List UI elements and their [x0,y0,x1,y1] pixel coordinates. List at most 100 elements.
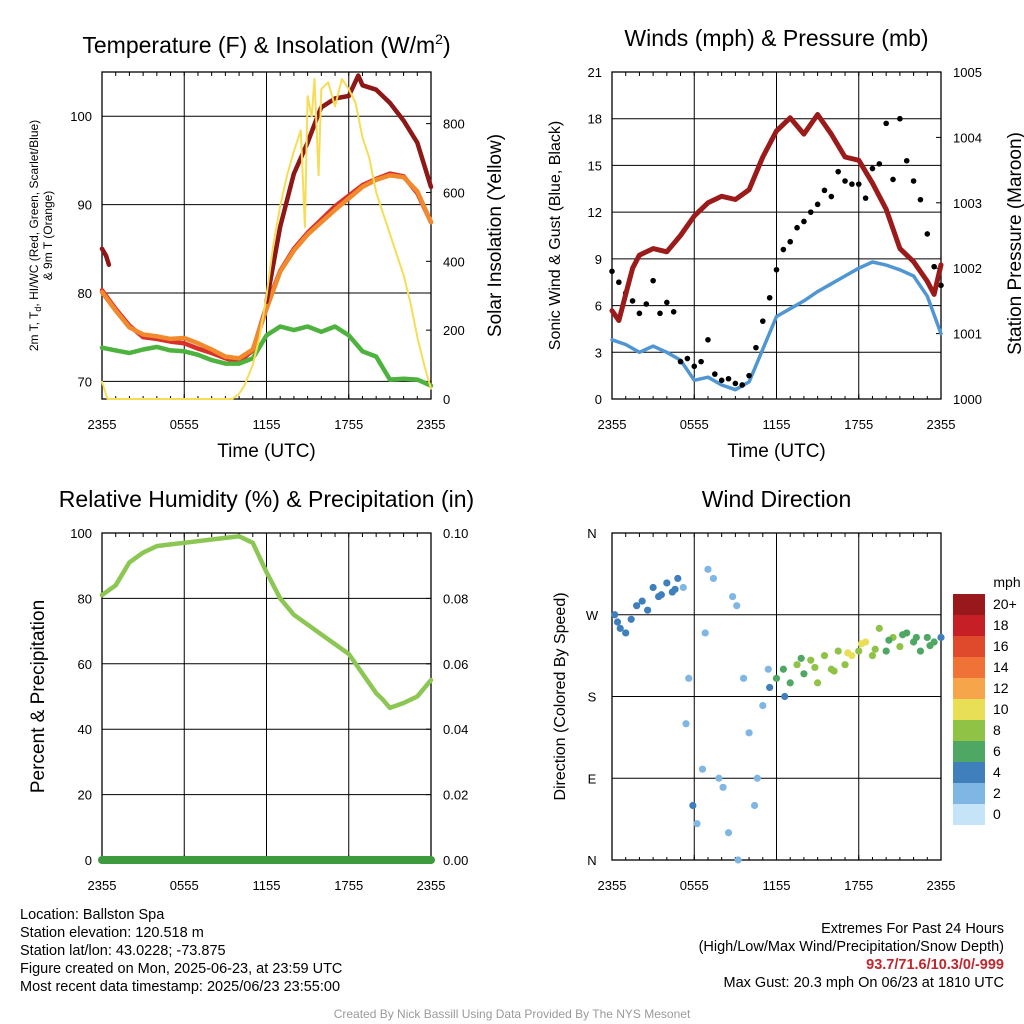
direction-legend-label: 14 [993,659,1009,675]
temperature-series-insolation [101,77,432,400]
direction-y-tick-label: N [587,526,596,541]
winds-gust-point [691,363,698,370]
direction-legend-swatch [953,783,985,804]
temperature-y2-tick-label: 400 [443,254,465,269]
direction-direction-point [704,565,712,573]
temperature-series-heat_index [264,73,434,305]
direction-legend-label: 18 [993,617,1009,633]
direction-legend-swatch [953,804,985,825]
extremes-title: Extremes For Past 24 Hours [821,921,1004,937]
winds-y-tick-label: 12 [588,205,602,220]
direction-direction-point [734,856,742,864]
winds-gust-point [773,266,780,273]
direction-direction-point [811,663,819,672]
winds-gust-point [938,282,944,289]
direction-direction-point [724,829,733,837]
direction-direction-point [638,597,646,605]
winds-gust-point [842,178,848,184]
direction-y-axis-label: Direction (Colored By Speed) [552,592,569,800]
winds-gust-point [732,380,739,387]
direction-direction-point [709,574,718,583]
direction-direction-point [671,585,679,593]
location-text: Location: Ballston Spa [20,907,165,923]
humidity-y-tick-label: 100 [70,526,92,541]
winds-gust-point [609,268,615,275]
direction-direction-point [912,633,920,642]
temperature-y2-tick-label: 800 [443,117,465,132]
direction-legend-label: 16 [993,638,1009,654]
direction-direction-point [674,574,682,583]
temperature-y2-axis-label: Solar Insolation (Yellow) [485,134,506,337]
winds-y2-tick-label: 1003 [953,196,982,211]
direction-direction-point [649,583,657,592]
direction-direction-point [781,692,789,701]
winds-gust-point [664,299,670,306]
direction-direction-point [871,645,879,653]
extremes-subtitle: (High/Low/Max Wind/Precipitation/Snow De… [698,939,1004,955]
direction-direction-point [685,674,693,682]
direction-y-tick-label: S [588,690,597,705]
direction-direction-point [807,656,815,664]
winds-y-tick-label: 3 [595,345,602,360]
winds-y-tick-label: 18 [588,112,602,127]
temperature-x-tick-label: 0555 [170,417,199,432]
humidity-panel: 2355 0555 1155 1755 2355 Relative Humidity (%… [28,486,474,893]
direction-direction-point [740,674,748,682]
direction-direction-point [926,642,934,650]
winds-gust-point [814,201,821,208]
direction-legend-swatch [953,615,985,636]
direction-direction-point [753,774,761,782]
direction-direction-point [814,679,822,687]
direction-direction-point [682,720,690,728]
direction-legend-swatch [953,741,985,762]
direction-direction-point [820,652,829,660]
winds-gust-point [890,176,896,183]
winds-gust-point [705,337,711,343]
winds-gust-point [725,375,732,382]
direction-direction-point [937,633,945,642]
winds-gust-point [712,371,718,377]
temperature-frame [101,71,432,400]
direction-legend-swatch [953,636,985,657]
winds-gust-point [698,358,704,365]
temperature-y-axis-label-2: & 9m T (Orange) [41,191,55,281]
humidity-y2-tick-label: 0.02 [443,788,468,803]
winds-gust-point [753,344,759,351]
winds-y2-tick-label: 1005 [953,65,982,80]
humidity-y-tick-label: 60 [78,657,92,672]
humidity-y-tick-label: 40 [78,722,92,737]
winds-gust-point [801,218,807,225]
direction-title: Wind Direction [702,486,852,512]
direction-legend-swatch [953,678,985,699]
winds-gust-point [794,224,800,231]
humidity-x-tick-label: 2355 [417,878,446,893]
winds-gust-point [910,178,917,184]
temperature-x-tick-label: 2355 [88,417,117,432]
winds-x-axis-label: Time (UTC) [727,441,826,462]
station-info: Location: Ballston Spa Station elevation… [20,906,342,996]
winds-gust-point [897,115,903,122]
temperature-y-axis-label: 2m T, Td, HI/WC (Red, Green, Scarlet/Blu… [27,120,43,351]
direction-direction-point [923,633,931,642]
winds-y-axis-label: Sonic Wind & Gust (Blue, Black) [547,121,564,350]
direction-direction-point [786,679,794,687]
direction-direction-point [841,661,849,669]
direction-direction-point [779,665,787,673]
temperature-x-axis-label: Time (UTC) [217,441,316,462]
humidity-y-tick-label: 0 [85,853,92,868]
direction-direction-point [750,801,759,810]
winds-x-tick-label: 1755 [844,417,873,432]
direction-legend-label: 8 [993,722,1001,738]
winds-gust-point [636,310,643,317]
direction-direction-point [611,611,619,619]
direction-x-tick-label: 2355 [598,878,627,893]
winds-y2-tick-label: 1000 [953,392,982,407]
winds-gust-point [924,231,931,237]
humidity-y2-tick-label: 0.04 [443,722,468,737]
winds-y-tick-label: 0 [595,392,602,407]
temperature-y2-tick-label: 600 [443,185,465,200]
direction-legend-label: 20+ [993,596,1017,612]
winds-gust-point [780,246,787,253]
winds-gust-point [821,187,828,194]
extremes-values: 93.7/71.6/10.3/0/-999 [866,957,1004,973]
